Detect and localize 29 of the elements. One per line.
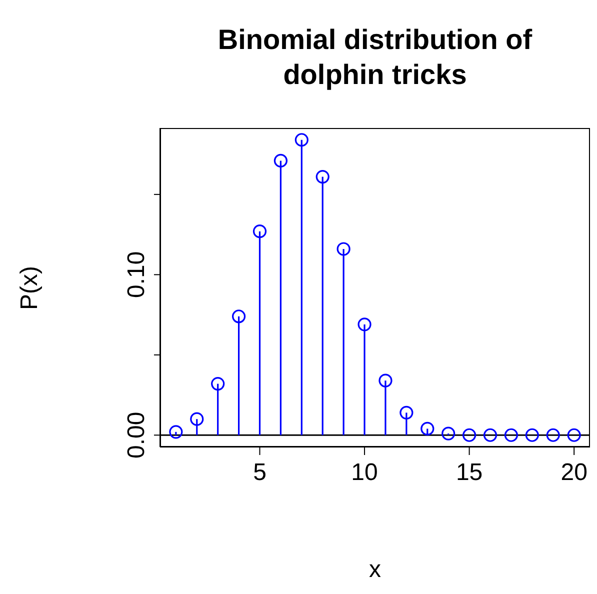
x-tick-label: 10	[351, 459, 378, 486]
point	[462, 428, 476, 442]
point	[483, 428, 498, 442]
point	[504, 428, 518, 442]
point	[252, 224, 267, 238]
x-axis-title: x	[368, 556, 382, 584]
point	[336, 242, 350, 256]
x-tick-label: 15	[456, 459, 483, 486]
x-tick-label: 20	[560, 459, 588, 486]
point	[232, 310, 246, 324]
point	[211, 376, 225, 391]
point	[378, 374, 392, 388]
x-tick-label: 5	[253, 459, 266, 486]
point	[316, 170, 330, 184]
y-tick-label: 0.10	[123, 251, 150, 298]
y-axis-title: P(x)	[16, 266, 44, 310]
point	[294, 133, 308, 147]
point	[567, 428, 581, 442]
point	[358, 318, 372, 332]
point	[525, 428, 539, 442]
point	[169, 425, 183, 439]
point	[274, 154, 288, 168]
point	[420, 422, 434, 436]
point	[442, 426, 456, 440]
y-tick-label: 0.00	[123, 412, 150, 458]
chart-title: Binomial distribution of dolphin tricks	[216, 23, 534, 92]
point	[400, 406, 414, 420]
point	[190, 412, 204, 426]
point	[546, 428, 560, 442]
